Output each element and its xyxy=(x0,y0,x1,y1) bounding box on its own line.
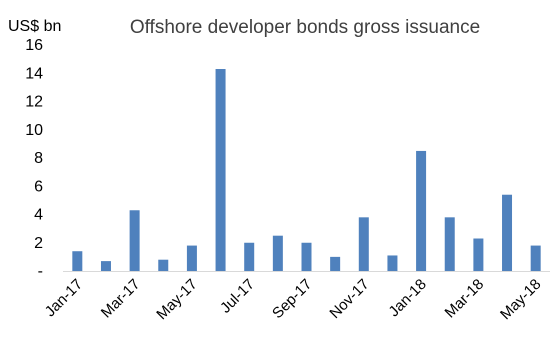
bar-mar-17 xyxy=(129,210,140,271)
x-tick-label: Jan-17 xyxy=(42,276,86,320)
x-tick-label: Sep-17 xyxy=(269,276,315,322)
unit-label: US$ bn xyxy=(8,18,61,35)
bar-aug-17 xyxy=(272,235,283,271)
bar-jul-17 xyxy=(244,242,255,271)
chart-title: Offshore developer bonds gross issuance xyxy=(130,17,480,38)
bar-sep-17 xyxy=(301,242,312,271)
bar-nov-17 xyxy=(358,217,369,271)
y-tick-label: 10 xyxy=(25,122,43,139)
bar-feb-18 xyxy=(444,217,455,271)
y-tick-label: 6 xyxy=(34,178,43,195)
bars xyxy=(72,69,541,271)
bar-jan-18 xyxy=(416,150,427,271)
x-tick-label: May-18 xyxy=(497,276,544,323)
x-tick-label: Mar-18 xyxy=(442,276,488,322)
x-tick-label: Jul-17 xyxy=(217,276,258,317)
x-tick-label: Nov-17 xyxy=(326,276,372,322)
y-tick-label: 4 xyxy=(34,207,43,224)
x-axis-ticks: Jan-17 Mar-17 May-17 Jul-17 Sep-17 Nov-17 Jan-… xyxy=(42,276,545,323)
bar-jan-17 xyxy=(72,251,83,271)
bar-may-17 xyxy=(186,245,197,271)
bar-may-18 xyxy=(530,245,541,271)
x-tick-label: Mar-17 xyxy=(98,276,144,322)
bar-mar-18 xyxy=(473,238,484,271)
bar-apr-18 xyxy=(502,194,513,271)
y-tick-label: 12 xyxy=(25,94,43,111)
bar-feb-17 xyxy=(100,261,111,271)
y-tick-label: 8 xyxy=(34,150,43,167)
bar-oct-17 xyxy=(330,256,341,271)
x-tick-label: May-17 xyxy=(153,276,200,323)
y-tick-label: 16 xyxy=(25,37,43,54)
bar-dec-17 xyxy=(387,255,398,271)
bar-apr-17 xyxy=(158,259,169,271)
bar-jun-17 xyxy=(215,69,226,271)
y-tick-label: 14 xyxy=(25,65,43,82)
y-tick-label: 2 xyxy=(34,235,43,252)
x-tick-label: Jan-18 xyxy=(385,276,429,320)
y-axis-ticks: - 2 4 6 8 10 12 14 16 xyxy=(25,37,43,280)
y-tick-label: - xyxy=(38,263,43,280)
